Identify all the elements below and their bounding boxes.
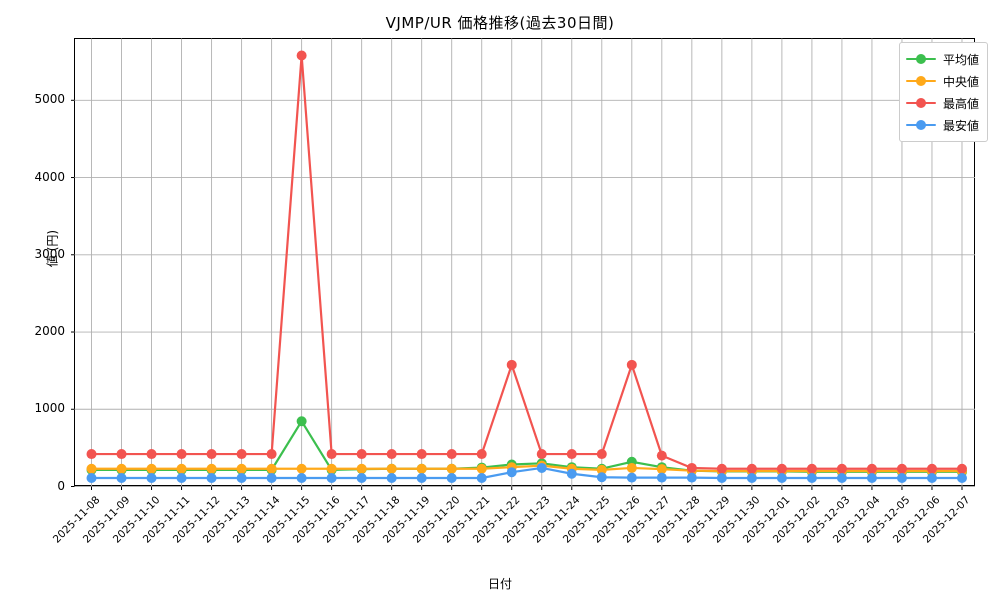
legend-swatch-icon bbox=[905, 52, 936, 66]
y-tick-label: 5000 bbox=[34, 92, 65, 107]
legend-item[interactable]: 最安値 bbox=[905, 114, 979, 136]
legend-item[interactable]: 最高値 bbox=[905, 92, 979, 114]
y-tick-label: 1000 bbox=[34, 401, 65, 416]
x-axis-label: 日付 bbox=[487, 577, 512, 591]
chart-title: VJMP/UR 価格推移(過去30日間) bbox=[385, 14, 615, 32]
y-axis-label: 値 (円) bbox=[45, 229, 60, 268]
legend-swatch-icon bbox=[905, 118, 936, 132]
y-tick-label: 2000 bbox=[34, 324, 65, 339]
legend-label: 平均値 bbox=[942, 52, 979, 67]
legend-label: 中央値 bbox=[942, 74, 979, 89]
y-tick-label: 3000 bbox=[34, 246, 65, 261]
y-tick-label: 4000 bbox=[34, 169, 65, 184]
legend-label: 最高値 bbox=[942, 96, 979, 111]
legend-item[interactable]: 中央値 bbox=[905, 70, 979, 92]
legend-swatch-icon bbox=[905, 74, 936, 88]
legend-label: 最安値 bbox=[942, 118, 979, 133]
chart-legend: 平均値中央値最高値最安値 bbox=[898, 42, 988, 142]
legend-item[interactable]: 平均値 bbox=[905, 48, 979, 70]
y-tick-label: 0 bbox=[57, 478, 65, 493]
legend-swatch-icon bbox=[905, 96, 936, 110]
plot-area bbox=[74, 38, 975, 486]
